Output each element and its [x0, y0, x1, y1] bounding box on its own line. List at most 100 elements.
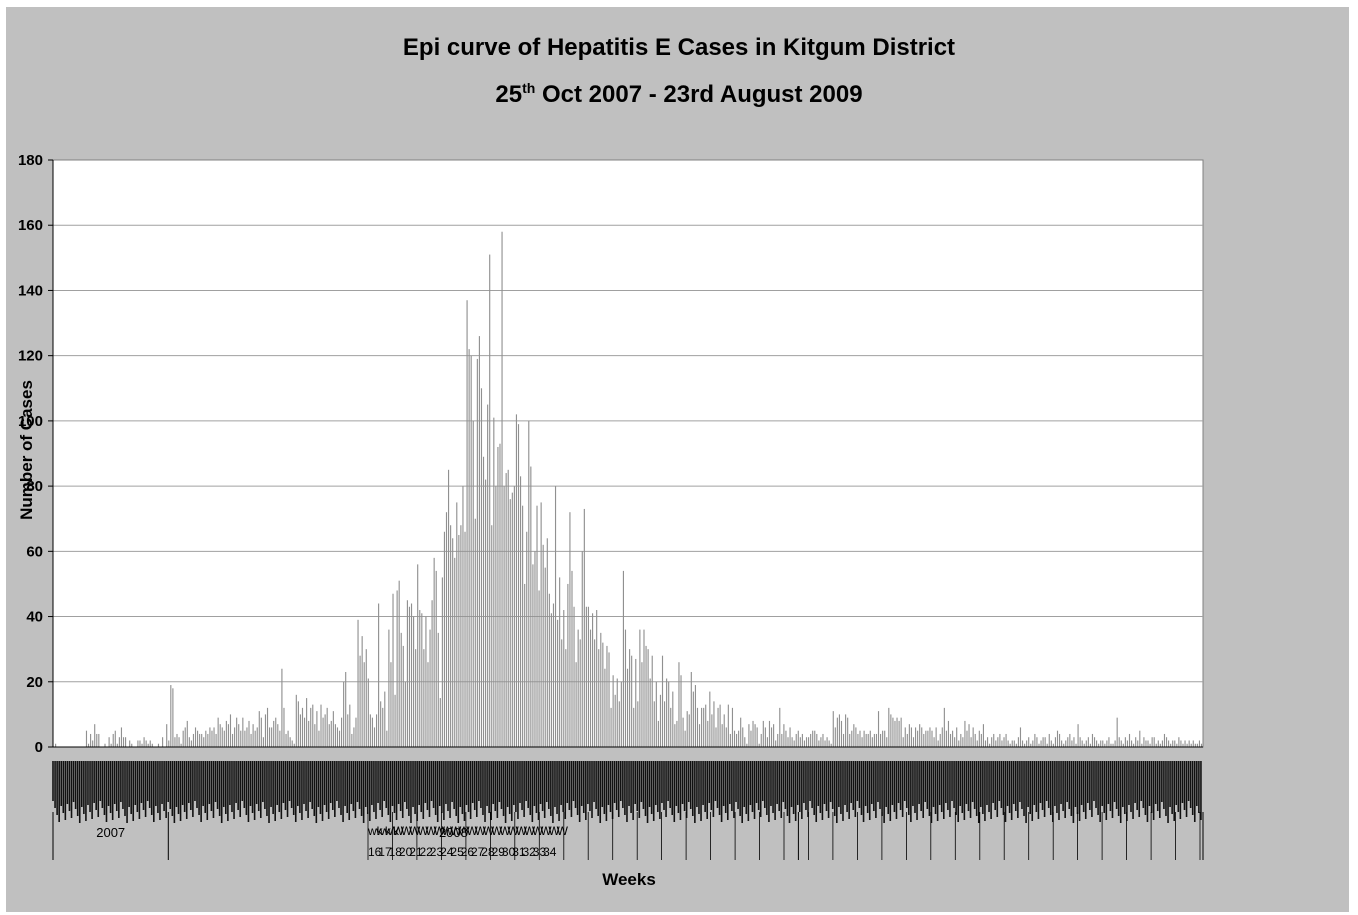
bar [1050, 740, 1052, 747]
bar [269, 727, 271, 747]
week-label: wk [383, 824, 400, 838]
bar [538, 590, 540, 747]
bar [703, 707, 705, 747]
bar [592, 613, 594, 747]
bar [783, 724, 785, 747]
bar [320, 704, 322, 747]
bar [661, 655, 664, 747]
bar [98, 733, 100, 747]
bar [524, 583, 526, 747]
bar [842, 733, 845, 747]
bar [641, 662, 643, 747]
bar [729, 733, 731, 747]
bar [400, 632, 402, 747]
bar [398, 580, 400, 747]
bar [912, 737, 915, 747]
bar [937, 740, 939, 747]
bar [787, 737, 789, 747]
bar [715, 727, 717, 747]
bar [629, 649, 631, 747]
bar [139, 740, 141, 747]
bar [306, 698, 308, 747]
bar [190, 740, 192, 747]
bar [1120, 740, 1122, 747]
y-tick-label: 40 [26, 609, 43, 626]
bar [851, 730, 853, 747]
bar [447, 469, 450, 747]
bar [419, 610, 421, 747]
bar [470, 355, 472, 747]
week-number-label: 34 [543, 845, 557, 859]
bar [1151, 737, 1153, 747]
bar [231, 733, 234, 747]
bar [840, 720, 843, 747]
bar [192, 733, 195, 747]
week-number-label: 27 [471, 845, 485, 859]
bar [129, 740, 131, 747]
bar [299, 714, 301, 747]
bar [861, 737, 863, 747]
bar [882, 730, 884, 747]
bar [651, 655, 653, 747]
bar [151, 743, 153, 747]
bar [1174, 740, 1176, 747]
bar [328, 724, 330, 747]
bar [85, 730, 88, 747]
bar [888, 707, 890, 747]
bar [773, 724, 775, 747]
bar [1188, 740, 1190, 747]
bar [1184, 740, 1186, 747]
bar [579, 639, 581, 747]
bar [378, 603, 380, 747]
bar [517, 424, 520, 747]
bar [766, 737, 768, 747]
bar [316, 711, 318, 747]
bar [989, 743, 991, 747]
bar [1054, 737, 1057, 747]
bar [608, 652, 610, 747]
bar [406, 600, 408, 747]
bar [818, 740, 820, 747]
week-number-label: 28 [481, 845, 495, 859]
bar [789, 727, 791, 747]
bar [544, 567, 546, 747]
week-number-label: 23 [430, 845, 444, 859]
bar [217, 717, 219, 747]
bar [672, 691, 674, 747]
week-number-label: 32 [523, 845, 537, 859]
bar [464, 531, 466, 747]
bar [686, 711, 688, 747]
bar [392, 593, 394, 747]
week-number-label: 20 [399, 845, 413, 859]
bar [830, 743, 832, 747]
bar [207, 733, 209, 747]
bar [606, 645, 608, 747]
bar [443, 531, 446, 747]
bar [980, 733, 982, 747]
bar [799, 737, 801, 747]
bar [620, 681, 622, 747]
bar [1081, 740, 1083, 747]
bar [118, 737, 120, 747]
bar [664, 701, 666, 747]
bar [266, 707, 269, 747]
bar [731, 707, 734, 747]
bar [1118, 737, 1120, 747]
bar [229, 714, 232, 747]
bar [655, 681, 657, 747]
bar [314, 724, 316, 747]
bar [1093, 737, 1096, 747]
bar [845, 714, 847, 747]
bar [559, 577, 561, 747]
bar [1198, 740, 1201, 747]
bar [513, 486, 515, 747]
bar [1176, 743, 1178, 747]
bar [692, 691, 694, 747]
bar [733, 730, 736, 747]
bar [805, 737, 808, 747]
bar [143, 737, 145, 747]
bar [618, 701, 620, 747]
bar [423, 649, 425, 747]
bar [497, 446, 499, 747]
week-number-label: 16 [368, 845, 382, 859]
